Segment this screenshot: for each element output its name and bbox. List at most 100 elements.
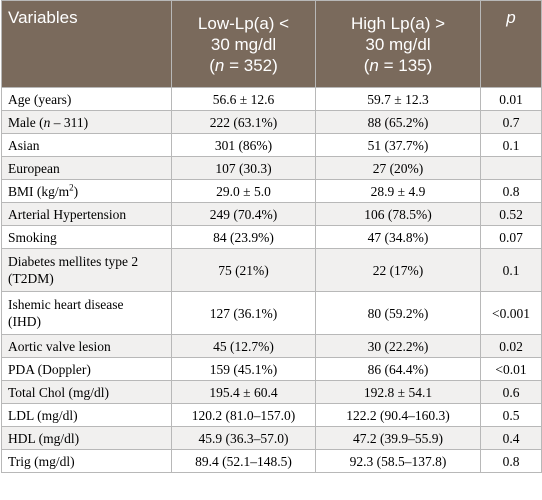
row-variable: PDA (Doppler) bbox=[1, 357, 172, 381]
row-low-value: 29.0 ± 5.0 bbox=[171, 179, 316, 203]
row-high-value: 88 (65.2%) bbox=[315, 110, 481, 134]
row-variable: Diabetes mellites type 2 (T2DM) bbox=[1, 248, 172, 292]
header-high-n-prefix: ( bbox=[363, 55, 370, 75]
row-variable-post: ) bbox=[73, 183, 79, 199]
row-p-value: 0.7 bbox=[480, 110, 542, 134]
row-p-value: 0.1 bbox=[480, 248, 542, 292]
header-p-value: p bbox=[480, 0, 542, 88]
header-low-line2: 30 mg/dl bbox=[210, 34, 277, 54]
row-high-value: 59.7 ± 12.3 bbox=[315, 87, 481, 111]
table-row: Arterial Hypertension 249 (70.4%) 106 (7… bbox=[1, 202, 542, 226]
row-low-value: 159 (45.1%) bbox=[171, 357, 316, 381]
header-high-lpa: High Lp(a) > 30 mg/dl (n = 135) bbox=[315, 0, 481, 88]
row-p-value: <0.01 bbox=[480, 357, 542, 381]
row-variable-pre: BMI (kg/m bbox=[8, 183, 70, 199]
row-high-value: 92.3 (58.5–137.8) bbox=[315, 449, 481, 473]
row-variable: Male (n – 311) bbox=[1, 110, 172, 134]
row-low-value: 89.4 (52.1–148.5) bbox=[171, 449, 316, 473]
header-high-n-rest: = 135) bbox=[378, 55, 433, 75]
row-p-value: 0.1 bbox=[480, 133, 542, 157]
row-high-value: 80 (59.2%) bbox=[315, 291, 481, 335]
table-row: PDA (Doppler) 159 (45.1%) 86 (64.4%) <0.… bbox=[1, 357, 542, 381]
row-high-value: 47 (34.8%) bbox=[315, 225, 481, 249]
row-p-value: 0.4 bbox=[480, 426, 542, 450]
header-high-line2: 30 mg/dl bbox=[365, 34, 431, 54]
table-row: Age (years) 56.6 ± 12.6 59.7 ± 12.3 0.01 bbox=[1, 87, 542, 111]
lpa-comparison-table: Variables Low-Lp(a) < 30 mg/dl (n = 352)… bbox=[1, 0, 542, 473]
table-row: LDL (mg/dl) 120.2 (81.0–157.0) 122.2 (90… bbox=[1, 403, 542, 427]
row-variable-pre: Male ( bbox=[8, 114, 44, 130]
row-high-value: 192.8 ± 54.1 bbox=[315, 380, 481, 404]
row-low-value: 75 (21%) bbox=[171, 248, 316, 292]
row-p-value: 0.5 bbox=[480, 403, 542, 427]
row-variable-post: – 311) bbox=[50, 114, 89, 130]
row-high-value: 47.2 (39.9–55.9) bbox=[315, 426, 481, 450]
table-row: Male (n – 311) 222 (63.1%) 88 (65.2%) 0.… bbox=[1, 110, 542, 134]
row-low-value: 84 (23.9%) bbox=[171, 225, 316, 249]
row-variable: Age (years) bbox=[1, 87, 172, 111]
row-high-value: 106 (78.5%) bbox=[315, 202, 481, 226]
row-variable-line1: Ishemic heart disease bbox=[8, 297, 124, 312]
table-row: BMI (kg/m2) 29.0 ± 5.0 28.9 ± 4.9 0.8 bbox=[1, 179, 542, 203]
header-high-n-var: n bbox=[369, 55, 379, 75]
row-variable-italic: n bbox=[43, 114, 51, 130]
row-high-value: 28.9 ± 4.9 bbox=[315, 179, 481, 203]
row-variable-line2: (IHD) bbox=[8, 314, 41, 329]
row-low-value: 222 (63.1%) bbox=[171, 110, 316, 134]
row-variable: Trig (mg/dl) bbox=[1, 449, 172, 473]
table-row: Trig (mg/dl) 89.4 (52.1–148.5) 92.3 (58.… bbox=[1, 449, 542, 473]
header-high-line1: High Lp(a) > bbox=[350, 13, 446, 33]
row-low-value: 45 (12.7%) bbox=[171, 334, 316, 358]
row-low-value: 127 (36.1%) bbox=[171, 291, 316, 335]
header-low-n-var: n bbox=[214, 55, 225, 75]
row-p-value: 0.02 bbox=[480, 334, 542, 358]
row-variable: Asian bbox=[1, 133, 172, 157]
table-row: Total Chol (mg/dl) 195.4 ± 60.4 192.8 ± … bbox=[1, 380, 542, 404]
table-row: Diabetes mellites type 2 (T2DM) 75 (21%) … bbox=[1, 248, 542, 292]
header-variables: Variables bbox=[1, 0, 172, 88]
row-low-value: 301 (86%) bbox=[171, 133, 316, 157]
row-variable: Smoking bbox=[1, 225, 172, 249]
row-variable-sup: 2 bbox=[69, 182, 74, 192]
row-high-value: 30 (22.2%) bbox=[315, 334, 481, 358]
row-p-value: 0.07 bbox=[480, 225, 542, 249]
header-low-n-rest: = 352) bbox=[224, 55, 278, 75]
row-low-value: 249 (70.4%) bbox=[171, 202, 316, 226]
row-low-value: 107 (30.3) bbox=[171, 156, 316, 180]
row-variable: LDL (mg/dl) bbox=[1, 403, 172, 427]
row-variable-line2: (T2DM) bbox=[8, 271, 54, 286]
row-low-value: 56.6 ± 12.6 bbox=[171, 87, 316, 111]
row-variable: Arterial Hypertension bbox=[1, 202, 172, 226]
row-p-value bbox=[480, 156, 542, 180]
row-low-value: 195.4 ± 60.4 bbox=[171, 380, 316, 404]
row-p-value: 0.8 bbox=[480, 179, 542, 203]
header-low-lpa: Low-Lp(a) < 30 mg/dl (n = 352) bbox=[171, 0, 316, 88]
row-high-value: 51 (37.7%) bbox=[315, 133, 481, 157]
table-row: Aortic valve lesion 45 (12.7%) 30 (22.2%… bbox=[1, 334, 542, 358]
row-high-value: 122.2 (90.4–160.3) bbox=[315, 403, 481, 427]
row-low-value: 120.2 (81.0–157.0) bbox=[171, 403, 316, 427]
row-variable: Total Chol (mg/dl) bbox=[1, 380, 172, 404]
row-p-value: 0.6 bbox=[480, 380, 542, 404]
row-variable-line1: Diabetes mellites type 2 bbox=[8, 254, 139, 269]
row-p-value: <0.001 bbox=[480, 291, 542, 335]
row-high-value: 22 (17%) bbox=[315, 248, 481, 292]
row-variable: HDL (mg/dl) bbox=[1, 426, 172, 450]
table-row: HDL (mg/dl) 45.9 (36.3–57.0) 47.2 (39.9–… bbox=[1, 426, 542, 450]
row-variable: European bbox=[1, 156, 172, 180]
header-low-line1: Low-Lp(a) < bbox=[197, 13, 290, 33]
header-low-n-prefix: ( bbox=[209, 55, 215, 75]
row-variable: Ishemic heart disease (IHD) bbox=[1, 291, 172, 335]
row-variable: BMI (kg/m2) bbox=[1, 179, 172, 203]
table-row: European 107 (30.3) 27 (20%) bbox=[1, 156, 542, 180]
table-row: Asian 301 (86%) 51 (37.7%) 0.1 bbox=[1, 133, 542, 157]
row-low-value: 45.9 (36.3–57.0) bbox=[171, 426, 316, 450]
row-p-value: 0.01 bbox=[480, 87, 542, 111]
row-p-value: 0.8 bbox=[480, 449, 542, 473]
row-p-value: 0.52 bbox=[480, 202, 542, 226]
row-high-value: 86 (64.4%) bbox=[315, 357, 481, 381]
table-row: Smoking 84 (23.9%) 47 (34.8%) 0.07 bbox=[1, 225, 542, 249]
header-row: Variables Low-Lp(a) < 30 mg/dl (n = 352)… bbox=[1, 0, 542, 88]
row-variable: Aortic valve lesion bbox=[1, 334, 172, 358]
table-row: Ishemic heart disease (IHD) 127 (36.1%) 8… bbox=[1, 291, 542, 335]
